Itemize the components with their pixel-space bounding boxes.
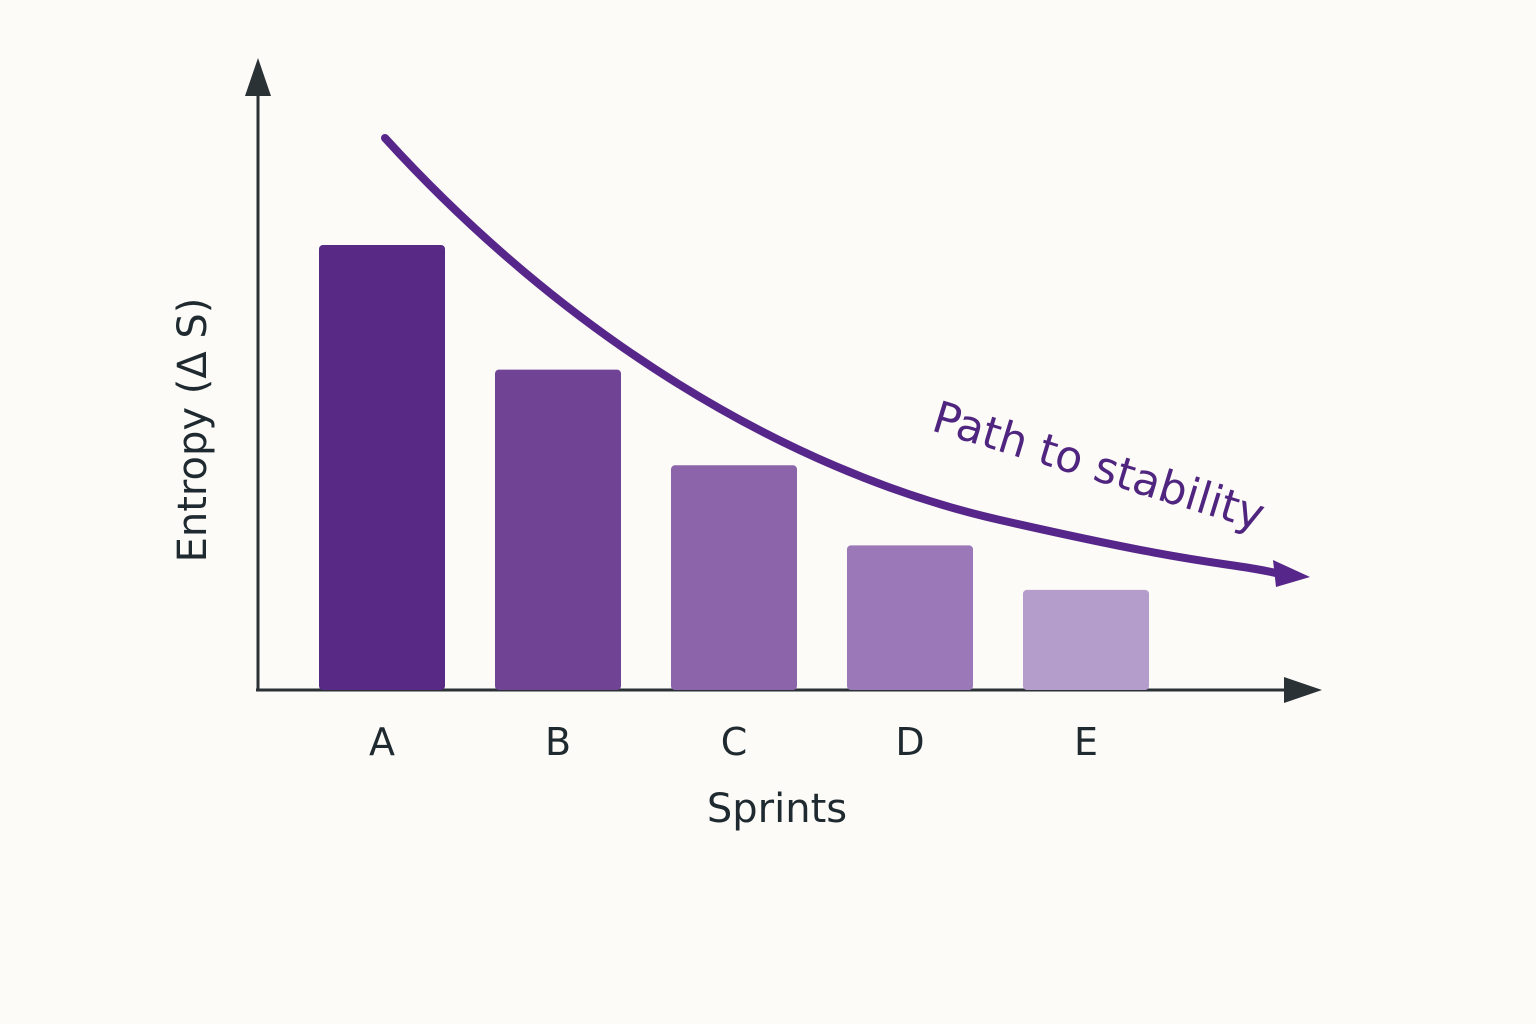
bars — [319, 245, 1149, 690]
x-tick-label-e: E — [1074, 720, 1098, 764]
x-axis-arrowhead — [1284, 677, 1322, 703]
y-axis-title: Entropy (Δ S) — [170, 298, 216, 563]
x-tick-label-b: B — [545, 720, 571, 764]
bar-a — [319, 245, 445, 690]
y-axis-arrowhead — [245, 58, 271, 96]
trend-arrow-curve — [381, 134, 1289, 579]
x-tick-label-c: C — [721, 720, 748, 764]
trend-arrowhead — [1273, 560, 1310, 587]
bar-d — [847, 545, 973, 690]
x-tick-label-a: A — [369, 720, 395, 764]
bar-c — [671, 465, 797, 690]
bar-b — [495, 369, 621, 690]
x-tick-labels: A B C D E — [369, 720, 1098, 764]
x-axis-title: Sprints — [707, 786, 847, 832]
x-tick-label-d: D — [895, 720, 924, 764]
bar-e — [1023, 589, 1149, 690]
